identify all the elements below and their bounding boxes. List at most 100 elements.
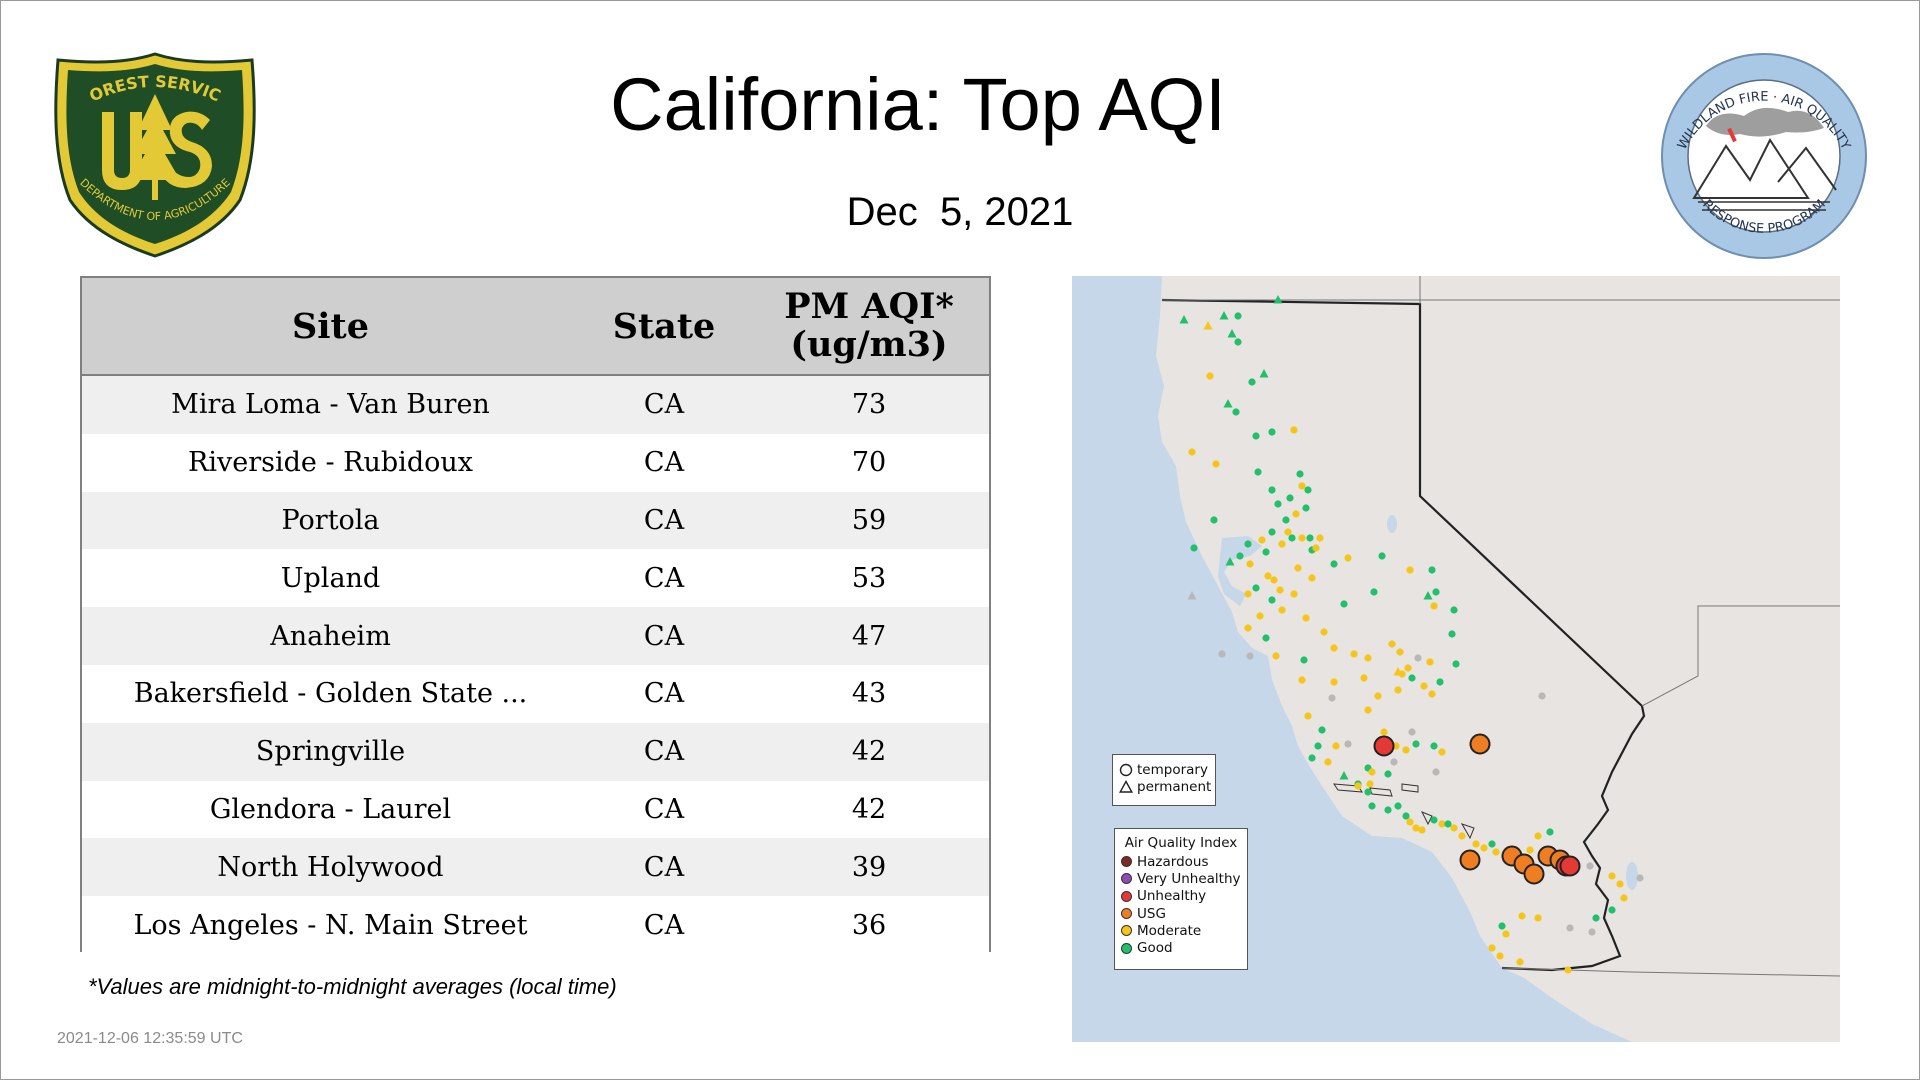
- legend-aqi-item: Moderate: [1121, 922, 1241, 939]
- permanent-site-marker: [1187, 591, 1197, 600]
- legend-temporary-label: temporary: [1137, 761, 1208, 778]
- temporary-site-marker: [1420, 682, 1428, 690]
- cell-site: Springville: [255, 736, 406, 768]
- cell-pm-aqi: 53: [851, 562, 887, 594]
- temporary-site-marker: [1278, 606, 1286, 614]
- legend-color-dot: [1121, 942, 1132, 954]
- temporary-site-marker: [1526, 846, 1534, 854]
- temporary-site-marker: [1274, 500, 1282, 508]
- cell-state: CA: [643, 562, 685, 594]
- table-row: North Holywood CA 39: [82, 838, 989, 897]
- cell-state: CA: [643, 389, 685, 421]
- legend-aqi-item: Very Unhealthy: [1121, 870, 1241, 887]
- legend-aqi-label: Moderate: [1137, 922, 1202, 939]
- permanent-site-marker: [1223, 399, 1233, 408]
- high-aqi-site-marker: [1373, 735, 1395, 757]
- cell-site: Portola: [281, 504, 380, 536]
- wildland-fire-air-quality-logo: WILDLAND FIRE · AIR QUALITY RESPONSE PRO…: [1661, 53, 1867, 259]
- temporary-site-marker: [1318, 726, 1326, 734]
- temporary-site-marker: [1394, 802, 1402, 810]
- temporary-site-marker: [1218, 650, 1226, 658]
- temporary-site-marker: [1364, 706, 1372, 714]
- temporary-site-marker: [1284, 528, 1292, 536]
- permanent-site-marker: [1423, 591, 1433, 600]
- cell-pm-aqi: 70: [851, 447, 887, 479]
- temporary-site-marker: [1210, 516, 1218, 524]
- temporary-site-marker: [1312, 544, 1320, 552]
- cell-site: Mira Loma - Van Buren: [171, 389, 490, 421]
- permanent-site-marker: [1273, 295, 1283, 304]
- temporary-site-marker: [1262, 634, 1270, 642]
- temporary-site-marker: [1414, 654, 1422, 662]
- temporary-site-marker: [1268, 528, 1276, 536]
- salton-sea: [1626, 862, 1638, 890]
- temporary-site-marker: [1244, 624, 1252, 632]
- cell-pm-aqi: 42: [851, 793, 887, 825]
- temporary-site-marker: [1316, 534, 1324, 542]
- cell-pm-aqi: 59: [851, 504, 887, 536]
- table-row: Glendora - Laurel CA 42: [82, 780, 989, 839]
- temporary-site-marker: [1430, 816, 1438, 824]
- temporary-site-marker: [1206, 372, 1214, 380]
- cell-state: CA: [643, 504, 685, 536]
- legend-aqi: Air Quality Index Hazardous Very Unhealth…: [1114, 828, 1248, 970]
- temporary-site-marker: [1402, 812, 1410, 820]
- temporary-site-marker: [1320, 628, 1328, 636]
- temporary-site-marker: [1190, 544, 1198, 552]
- temporary-site-marker: [1330, 560, 1338, 568]
- temporary-site-marker: [1360, 674, 1368, 682]
- temporary-site-marker: [1516, 958, 1524, 966]
- cell-pm-aqi: 73: [851, 389, 887, 421]
- temporary-site-marker: [1398, 670, 1406, 678]
- temporary-site-marker: [1592, 914, 1600, 922]
- header-pm-aqi: PM AQI* (ug/m3): [749, 288, 989, 364]
- temporary-site-marker: [1586, 862, 1594, 870]
- permanent-site-marker: [1225, 557, 1235, 566]
- temporary-site-marker: [1450, 606, 1458, 614]
- legend-aqi-label: Hazardous: [1137, 853, 1209, 870]
- cell-state: CA: [643, 678, 685, 710]
- temporary-site-marker: [1380, 728, 1388, 736]
- temporary-site-marker: [1256, 612, 1264, 620]
- temporary-site-marker: [1252, 584, 1260, 592]
- cell-state: CA: [643, 793, 685, 825]
- high-aqi-site-marker: [1459, 849, 1481, 871]
- cell-site: Glendora - Laurel: [209, 793, 452, 825]
- temporary-site-marker: [1262, 548, 1270, 556]
- temporary-site-marker: [1308, 574, 1316, 582]
- ca-border: [1161, 298, 1646, 972]
- temporary-site-marker: [1298, 534, 1306, 542]
- temporary-site-marker: [1394, 686, 1402, 694]
- temporary-site-marker: [1428, 690, 1436, 698]
- footnote: *Values are midnight-to-midnight average…: [88, 974, 617, 999]
- temporary-site-marker: [1188, 448, 1196, 456]
- legend-aqi-item: USG: [1121, 905, 1241, 922]
- temporary-site-marker: [1272, 652, 1280, 660]
- high-aqi-site-marker: [1469, 733, 1491, 755]
- temporary-site-marker: [1314, 742, 1322, 750]
- cell-state: CA: [643, 736, 685, 768]
- temporary-site-marker: [1436, 678, 1444, 686]
- temporary-site-marker: [1616, 880, 1624, 888]
- temporary-site-marker: [1286, 494, 1294, 502]
- temporary-site-marker: [1432, 768, 1440, 776]
- temporary-site-marker: [1566, 924, 1574, 932]
- temporary-site-marker: [1246, 652, 1254, 660]
- channel-islands: [1333, 783, 1475, 840]
- temporary-site-marker: [1636, 874, 1644, 882]
- temporary-site-marker: [1538, 692, 1546, 700]
- legend-aqi-label: Very Unhealthy: [1137, 870, 1241, 887]
- cell-state: CA: [643, 620, 685, 652]
- legend-aqi-item: Good: [1121, 939, 1241, 956]
- temporary-site-marker: [1408, 674, 1416, 682]
- circle-icon: [1119, 763, 1133, 776]
- permanent-site-marker: [1259, 369, 1269, 378]
- temporary-site-marker: [1344, 740, 1352, 748]
- cell-pm-aqi: 42: [851, 736, 887, 768]
- temporary-site-marker: [1412, 824, 1420, 832]
- temporary-site-marker: [1426, 658, 1434, 666]
- temporary-site-marker: [1298, 676, 1306, 684]
- temporary-site-marker: [1268, 428, 1276, 436]
- temporary-site-marker: [1354, 782, 1362, 790]
- cell-state: CA: [643, 851, 685, 883]
